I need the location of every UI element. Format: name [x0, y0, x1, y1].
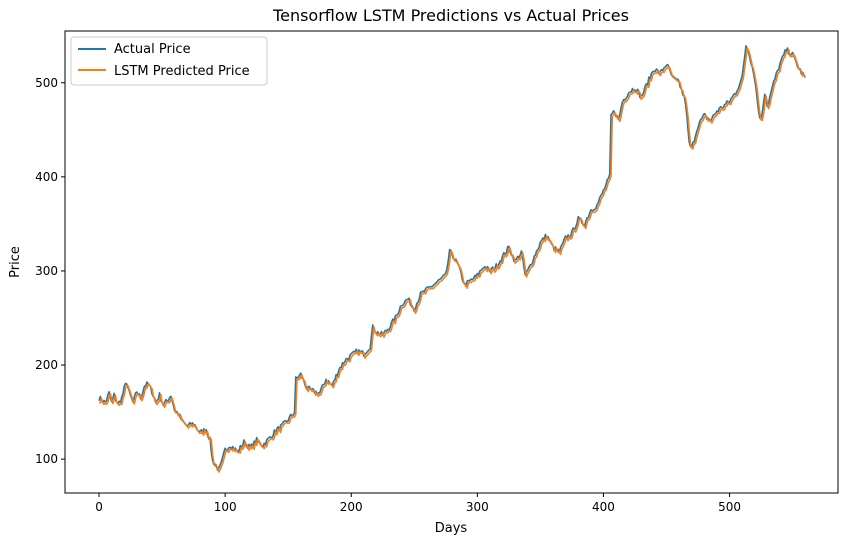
series-layer [98, 45, 806, 473]
x-tick-label: 400 [592, 500, 615, 514]
y-tick-label: 100 [35, 452, 58, 466]
legend-label-actual: Actual Price [114, 42, 191, 57]
y-tick-label: 500 [35, 76, 58, 90]
y-tick-label: 200 [35, 358, 58, 372]
x-axis: 0 100 200 300 400 500 [95, 493, 741, 514]
x-tick-label: 0 [95, 500, 103, 514]
plot-area [64, 30, 839, 494]
x-tick-label: 300 [466, 500, 489, 514]
x-tick-label: 500 [718, 500, 741, 514]
x-axis-label: Days [435, 521, 468, 536]
y-axis-label: Price [8, 246, 23, 278]
y-tick-label: 300 [35, 264, 58, 278]
legend: Actual Price LSTM Predicted Price [70, 36, 268, 86]
chart-title: Tensorflow LSTM Predictions vs Actual Pr… [272, 6, 629, 25]
x-tick-label: 200 [340, 500, 363, 514]
y-tick-label: 400 [35, 170, 58, 184]
x-tick-label: 100 [214, 500, 237, 514]
plot-frame [64, 30, 839, 494]
legend-box [70, 36, 268, 86]
y-axis: 100 200 300 400 500 [35, 76, 65, 466]
legend-label-predicted: LSTM Predicted Price [114, 64, 250, 79]
series-line-predicted [99, 47, 806, 473]
